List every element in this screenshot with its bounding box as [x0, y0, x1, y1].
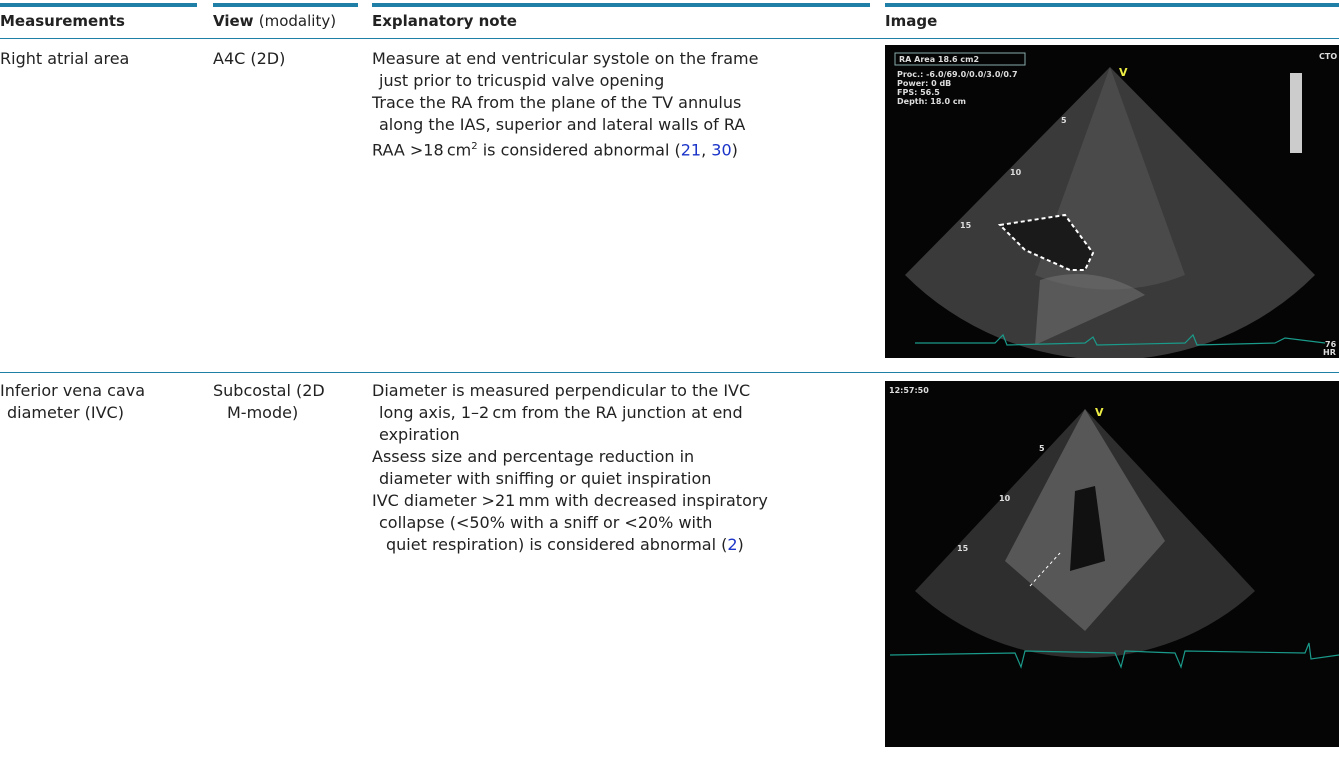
text: Trace the RA from the plane of the TV an… [372, 93, 742, 112]
header-cell: Explanatory note [372, 12, 517, 30]
image-setting: FPS: 56.5 [897, 88, 940, 97]
row-rule [0, 372, 1339, 373]
header-text: View [213, 12, 254, 30]
text: diameter (IVC) [7, 403, 124, 422]
text: diameter with sniffing or quiet inspirat… [379, 469, 712, 488]
depth-label: 5 [1039, 444, 1045, 453]
reference[interactable]: 30 [711, 140, 732, 160]
ecg-trace [915, 333, 1326, 346]
view-cell: Subcostal (2D M-mode) [213, 380, 325, 424]
text-line: RAA >18 cm2 is considered abnormal (21, … [372, 136, 758, 161]
text: expiration [379, 425, 460, 444]
measurement-cell: Right atrial area [0, 48, 129, 70]
measurement-cell: Inferior vena cava diameter (IVC) [0, 380, 145, 424]
depth-label: 5 [1061, 116, 1067, 125]
text-line: quiet respiration) is considered abnorma… [372, 534, 768, 556]
measure-line [1029, 552, 1061, 587]
text: Measure at end ventricular systole on th… [372, 49, 759, 68]
header-text: Explanatory note [372, 12, 517, 30]
hr-label: HR [1323, 348, 1336, 357]
header-bar [213, 3, 358, 7]
text: Inferior vena cava [0, 381, 146, 400]
image-setting: Proc.: -6.0/69.0/0.0/3.0/0.7 [897, 70, 1018, 79]
echo-image: 12:57:50 V 5 10 15 [885, 381, 1339, 747]
grayscale-bar [1290, 73, 1302, 153]
text: is considered abnormal ( [477, 140, 681, 160]
text: Right atrial area [0, 49, 130, 68]
header-bar [885, 3, 1339, 7]
header-cell: Image [885, 12, 937, 30]
label-box [894, 52, 1026, 66]
text: RAA >18 cm [372, 140, 472, 160]
tissue [1035, 274, 1145, 345]
ecg-trace [889, 642, 1339, 669]
text: along the IAS, superior and lateral wall… [379, 115, 746, 134]
header-cell: View (modality) [213, 12, 336, 30]
timestamp: 12:57:50 [889, 386, 929, 395]
text: , [701, 140, 712, 160]
depth-label: 10 [999, 494, 1011, 503]
marker: V [1119, 66, 1128, 79]
header-bar [0, 3, 197, 7]
header-text: Measurements [0, 12, 125, 30]
depth-label: 15 [960, 221, 972, 230]
text: Subcostal (2D [213, 381, 325, 400]
text: M-mode) [227, 403, 299, 422]
ivc [1070, 486, 1105, 571]
text: collapse (<50% with a sniff or <20% with [379, 513, 713, 532]
ra-trace [997, 213, 1095, 271]
image-label: RA Area 18.6 cm2 [899, 55, 979, 64]
corner-label: CTO [1319, 52, 1337, 61]
text: long axis, 1–2 cm from the RA junction a… [379, 403, 743, 422]
text: ) [731, 140, 738, 160]
superscript: 2 [471, 141, 478, 152]
image-setting: Depth: 18.0 cm [897, 97, 966, 106]
text: A4C (2D) [213, 49, 286, 68]
header-text: (modality) [258, 12, 337, 30]
header-bar [372, 3, 870, 7]
text: quiet respiration) is considered abnorma… [386, 535, 728, 554]
header-text: Image [885, 12, 938, 30]
reference[interactable]: 21 [680, 140, 702, 160]
echo-image: RA Area 18.6 cm2 Proc.: -6.0/69.0/0.0/3.… [885, 45, 1339, 358]
note-cell: Diameter is measured perpendicular to th… [372, 380, 768, 556]
hr-value: 76 [1325, 340, 1337, 349]
note-cell: Measure at end ventricular systole on th… [372, 48, 758, 161]
reference[interactable]: 2 [727, 535, 738, 554]
header-cell: Measurements [0, 12, 125, 30]
text: IVC diameter >21 mm with decreased inspi… [372, 491, 768, 510]
depth-label: 10 [1010, 168, 1022, 177]
header-rule [0, 38, 1339, 39]
depth-label: 15 [957, 544, 969, 553]
view-cell: A4C (2D) [213, 48, 285, 70]
text: ) [737, 535, 744, 554]
text: Diameter is measured perpendicular to th… [372, 381, 751, 400]
marker: V [1095, 406, 1104, 419]
text: Assess size and percentage reduction in [372, 447, 695, 466]
image-setting: Power: 0 dB [897, 79, 951, 88]
text: just prior to tricuspid valve opening [379, 71, 665, 90]
